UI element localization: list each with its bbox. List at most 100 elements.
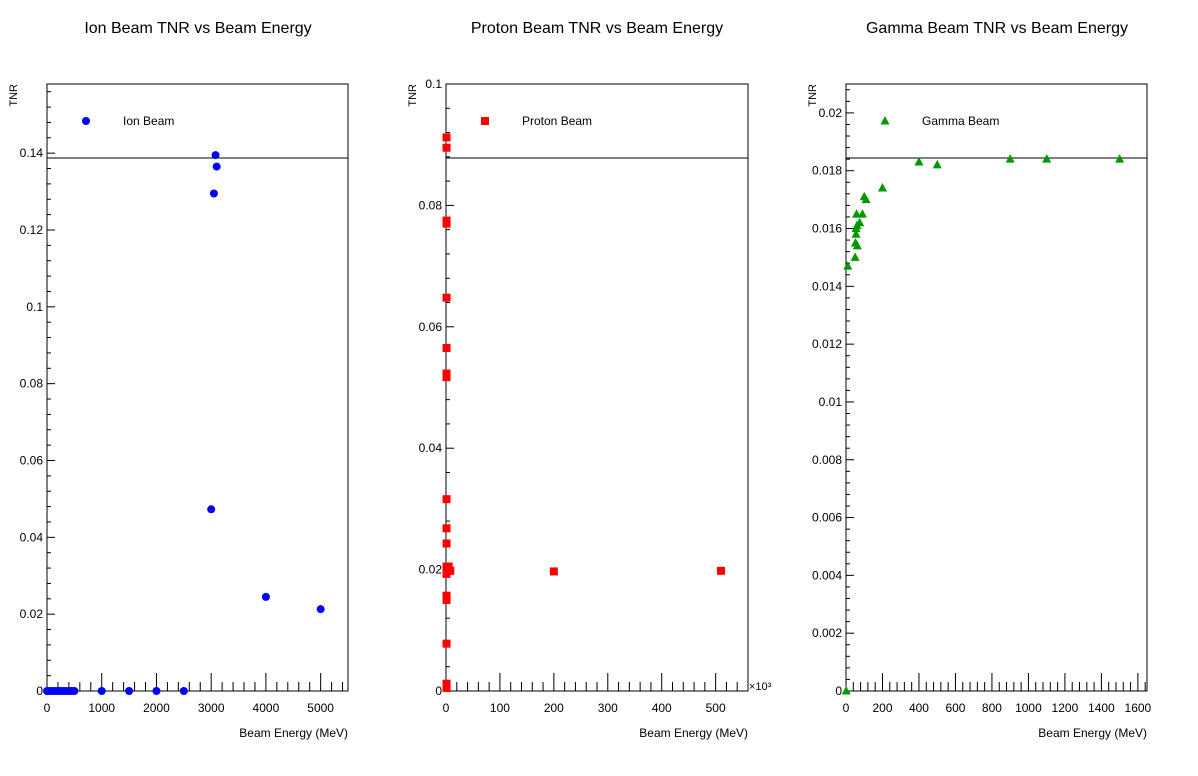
y-tick-label: 0.04 <box>20 530 44 544</box>
series-gamma <box>841 154 1125 695</box>
x-tick-label: 600 <box>945 701 965 715</box>
x-tick-label: 1200 <box>1052 701 1079 715</box>
y-tick-label: 0.018 <box>812 164 842 178</box>
y-tick-label: 0.02 <box>819 106 843 120</box>
data-point <box>442 219 451 228</box>
legend-label: Ion Beam <box>123 114 174 128</box>
data-point <box>442 133 451 142</box>
plot-frame <box>445 83 749 692</box>
chart-gamma: 0 0.002 0.004 0.006 0.008 0.01 0.012 0.014 0.016… <box>807 83 1152 740</box>
y-axis-label: TNR <box>8 84 20 107</box>
x-tick-label: 0 <box>843 701 850 715</box>
x-multiplier-label: ×10³ <box>749 681 772 693</box>
chart-ion: 0 0.02 0.04 0.06 0.08 0.1 0.12 0.14 0 1000 2000 300… <box>8 83 349 740</box>
data-point <box>914 157 924 166</box>
data-point <box>877 183 887 192</box>
x-tick-label: 200 <box>544 701 564 715</box>
data-point <box>852 240 862 250</box>
data-point <box>855 217 865 227</box>
data-point <box>207 505 216 514</box>
data-point <box>444 562 453 571</box>
data-point <box>211 151 220 160</box>
y-tick-label: 0.012 <box>812 337 842 351</box>
data-point <box>843 261 853 270</box>
data-point <box>261 592 270 601</box>
data-point <box>1115 154 1125 163</box>
x-tick-label: 0 <box>443 701 450 715</box>
data-point <box>446 566 455 575</box>
x-tick-label: 800 <box>982 701 1002 715</box>
y-axis-label: TNR <box>407 84 419 107</box>
x-axis-label: Beam Energy (MeV) <box>639 726 748 740</box>
data-point <box>852 209 862 218</box>
y-tick-label: 0 <box>36 684 43 698</box>
y-tick-label: 0 <box>835 684 842 698</box>
data-point <box>97 687 106 695</box>
data-point <box>932 159 942 169</box>
series-ion <box>43 151 325 695</box>
data-point <box>316 605 325 614</box>
data-point <box>125 687 134 695</box>
data-point <box>70 687 79 695</box>
y-tick-label: 0.002 <box>812 626 842 640</box>
y-tick-label: 0.14 <box>20 146 44 160</box>
x-tick-label: 300 <box>598 701 618 715</box>
data-point <box>851 229 861 238</box>
x-tick-label: 3000 <box>198 701 225 715</box>
plot-frame <box>845 83 1148 692</box>
data-point <box>442 344 451 353</box>
data-point <box>1005 154 1015 163</box>
y-tick-label: 0.12 <box>20 223 44 237</box>
data-point <box>717 566 726 575</box>
y-tick-label: 0.08 <box>20 377 44 391</box>
data-point <box>442 524 451 533</box>
series-proton <box>442 133 726 692</box>
y-tick-label: 0.004 <box>812 568 842 582</box>
x-tick-label: 1600 <box>1125 701 1152 715</box>
chart-title-ion: Ion Beam TNR vs Beam Energy <box>84 20 312 37</box>
legend-label: Gamma Beam <box>922 114 999 128</box>
x-tick-label: 0 <box>44 701 51 715</box>
chart-title-gamma: Gamma Beam TNR vs Beam Energy <box>865 20 1128 37</box>
y-tick-label: 0.1 <box>26 300 43 314</box>
x-axis-label: Beam Energy (MeV) <box>1038 726 1147 740</box>
x-tick-label: 500 <box>706 701 726 715</box>
data-point <box>857 209 867 218</box>
data-point <box>850 252 860 261</box>
y-tick-label: 0.1 <box>425 77 442 91</box>
x-tick-label: 400 <box>652 701 672 715</box>
y-tick-label: 0.014 <box>812 279 842 293</box>
y-tick-label: 0.008 <box>812 453 842 467</box>
chart-proton: 0 0.02 0.04 0.06 0.08 0.1 0 100 200 300 400 500 Beam… <box>407 77 772 740</box>
x-tick-label: 4000 <box>253 701 280 715</box>
legend-label: Proton Beam <box>522 114 592 128</box>
data-point <box>442 293 451 302</box>
x-tick-label: 1000 <box>1015 701 1042 715</box>
y-tick-label: 0.02 <box>419 563 443 577</box>
data-point <box>861 194 871 204</box>
data-point <box>209 189 218 198</box>
legend-marker <box>880 116 890 125</box>
x-axis-label: Beam Energy (MeV) <box>239 726 348 740</box>
x-tick-label: 1400 <box>1088 701 1115 715</box>
y-tick-label: 0.06 <box>20 453 44 467</box>
y-tick-label: 0.016 <box>812 222 842 236</box>
x-tick-label: 5000 <box>307 701 334 715</box>
x-tick-label: 2000 <box>143 701 170 715</box>
data-point <box>1042 154 1052 163</box>
x-tick-label: 1000 <box>88 701 115 715</box>
plot-frame <box>46 83 349 692</box>
legend-marker <box>82 117 90 125</box>
y-axis-label: TNR <box>807 84 819 107</box>
y-tick-label: 0.08 <box>419 198 443 212</box>
data-point <box>152 687 161 695</box>
y-tick-label: 0.02 <box>20 607 44 621</box>
data-point <box>841 686 851 695</box>
legend-marker <box>481 117 489 125</box>
y-tick-label: 0.01 <box>819 395 843 409</box>
y-tick-label: 0.06 <box>419 320 443 334</box>
data-point <box>179 687 188 695</box>
data-point <box>442 683 451 692</box>
y-tick-label: 0.006 <box>812 511 842 525</box>
